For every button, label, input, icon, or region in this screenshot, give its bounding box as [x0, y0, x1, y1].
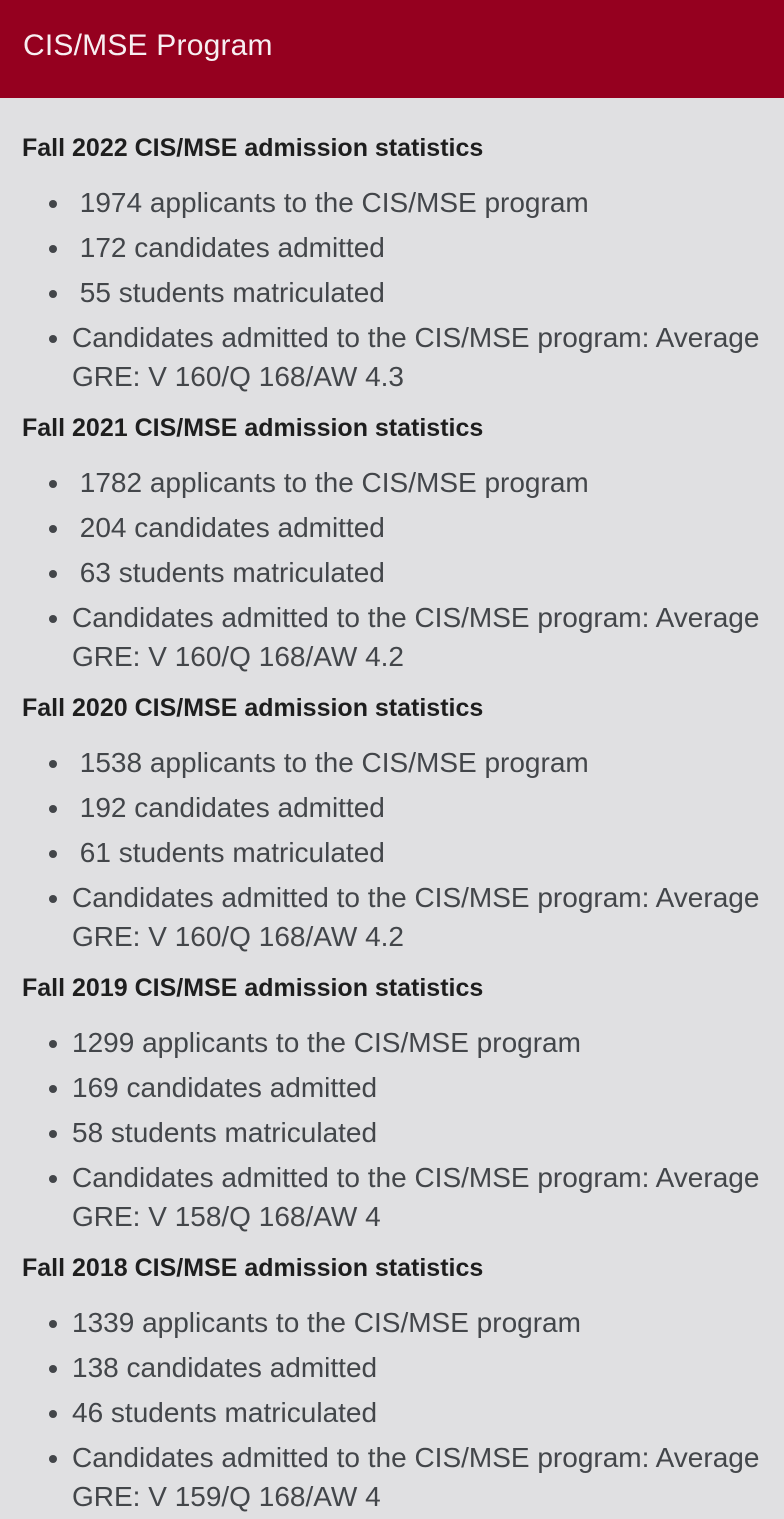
stat-item-applicants: 1782 applicants to the CIS/MSE program: [72, 463, 770, 502]
stat-item-admitted: 138 candidates admitted: [72, 1348, 770, 1387]
main-content: Fall 2022 CIS/MSE admission statistics 1…: [0, 98, 784, 1516]
section-heading: Fall 2018 CIS/MSE admission statistics: [22, 1254, 484, 1282]
section-heading: Fall 2022 CIS/MSE admission statistics: [22, 134, 484, 162]
stat-item-gre: Candidates admitted to the CIS/MSE progr…: [72, 1438, 770, 1516]
stat-item-admitted: 192 candidates admitted: [72, 788, 770, 827]
stat-item-gre: Candidates admitted to the CIS/MSE progr…: [72, 1158, 770, 1236]
stats-list: 1339 applicants to the CIS/MSE program 1…: [22, 1303, 770, 1516]
page-title: CIS/MSE Program: [23, 28, 273, 62]
section-fall-2018: Fall 2018 CIS/MSE admission statistics 1…: [22, 1253, 770, 1516]
stat-item-applicants: 1299 applicants to the CIS/MSE program: [72, 1023, 770, 1062]
stat-item-gre: Candidates admitted to the CIS/MSE progr…: [72, 598, 770, 676]
section-fall-2020: Fall 2020 CIS/MSE admission statistics 1…: [22, 693, 770, 956]
stat-item-applicants: 1339 applicants to the CIS/MSE program: [72, 1303, 770, 1342]
section-fall-2022: Fall 2022 CIS/MSE admission statistics 1…: [22, 133, 770, 396]
section-heading: Fall 2019 CIS/MSE admission statistics: [22, 974, 484, 1002]
stat-item-matriculated: 58 students matriculated: [72, 1113, 770, 1152]
stat-item-admitted: 204 candidates admitted: [72, 508, 770, 547]
section-heading: Fall 2021 CIS/MSE admission statistics: [22, 414, 484, 442]
stat-item-matriculated: 55 students matriculated: [72, 273, 770, 312]
app-header: CIS/MSE Program: [0, 0, 784, 98]
stat-item-admitted: 169 candidates admitted: [72, 1068, 770, 1107]
section-fall-2019: Fall 2019 CIS/MSE admission statistics 1…: [22, 973, 770, 1236]
stats-list: 1299 applicants to the CIS/MSE program 1…: [22, 1023, 770, 1236]
stat-item-applicants: 1538 applicants to the CIS/MSE program: [72, 743, 770, 782]
stat-item-matriculated: 63 students matriculated: [72, 553, 770, 592]
stats-list: 1538 applicants to the CIS/MSE program 1…: [22, 743, 770, 956]
section-heading: Fall 2020 CIS/MSE admission statistics: [22, 694, 484, 722]
stat-item-applicants: 1974 applicants to the CIS/MSE program: [72, 183, 770, 222]
stat-item-matriculated: 46 students matriculated: [72, 1393, 770, 1432]
stat-item-gre: Candidates admitted to the CIS/MSE progr…: [72, 318, 770, 396]
stat-item-gre: Candidates admitted to the CIS/MSE progr…: [72, 878, 770, 956]
section-fall-2021: Fall 2021 CIS/MSE admission statistics 1…: [22, 413, 770, 676]
stats-list: 1974 applicants to the CIS/MSE program 1…: [22, 183, 770, 396]
stat-item-matriculated: 61 students matriculated: [72, 833, 770, 872]
stat-item-admitted: 172 candidates admitted: [72, 228, 770, 267]
stats-list: 1782 applicants to the CIS/MSE program 2…: [22, 463, 770, 676]
